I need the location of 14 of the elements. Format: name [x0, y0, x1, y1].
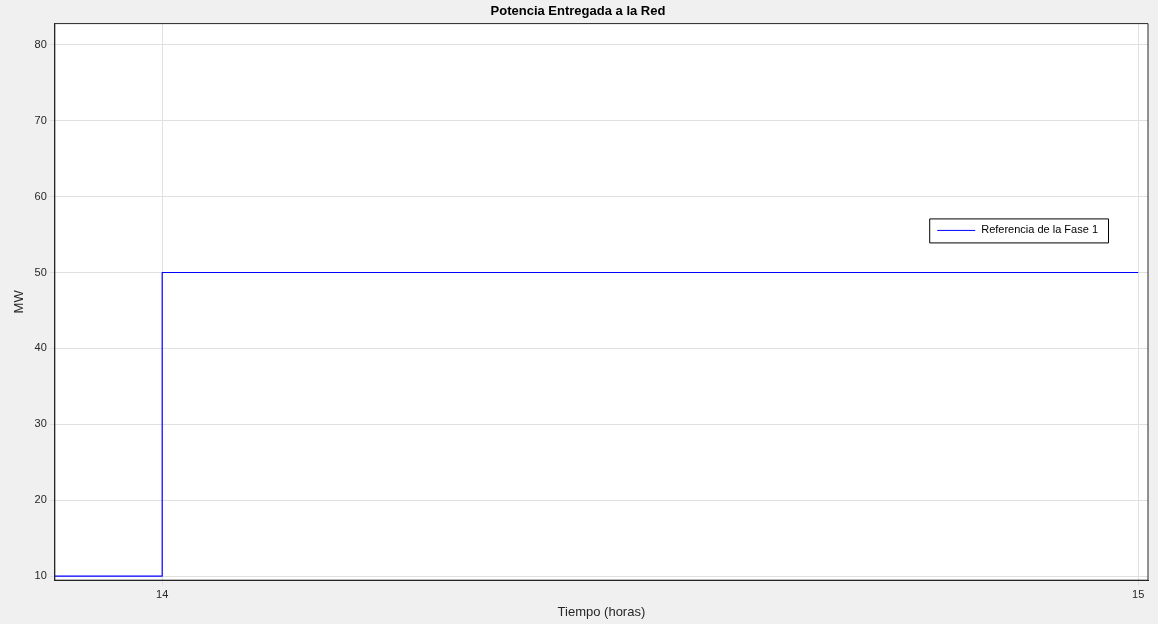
y-tick-label: 50	[34, 265, 47, 278]
y-tick-label: 80	[34, 37, 47, 50]
y-tick-label: 20	[34, 493, 47, 506]
x-axis-title: Tiempo (horas)	[557, 603, 646, 619]
x-tick-label: 15	[1132, 587, 1145, 600]
legend-label: Referencia de la Fase 1	[981, 223, 1099, 236]
chart-title: Potencia Entregada a la Red	[490, 3, 666, 19]
y-tick-label: 40	[34, 341, 47, 354]
y-tick-label: 10	[34, 569, 47, 582]
y-tick-label: 70	[34, 113, 47, 126]
y-tick-label: 60	[34, 189, 47, 202]
x-tick-label: 14	[156, 587, 169, 600]
y-tick-label: 30	[34, 417, 47, 430]
y-axis-title: MW	[11, 289, 27, 314]
